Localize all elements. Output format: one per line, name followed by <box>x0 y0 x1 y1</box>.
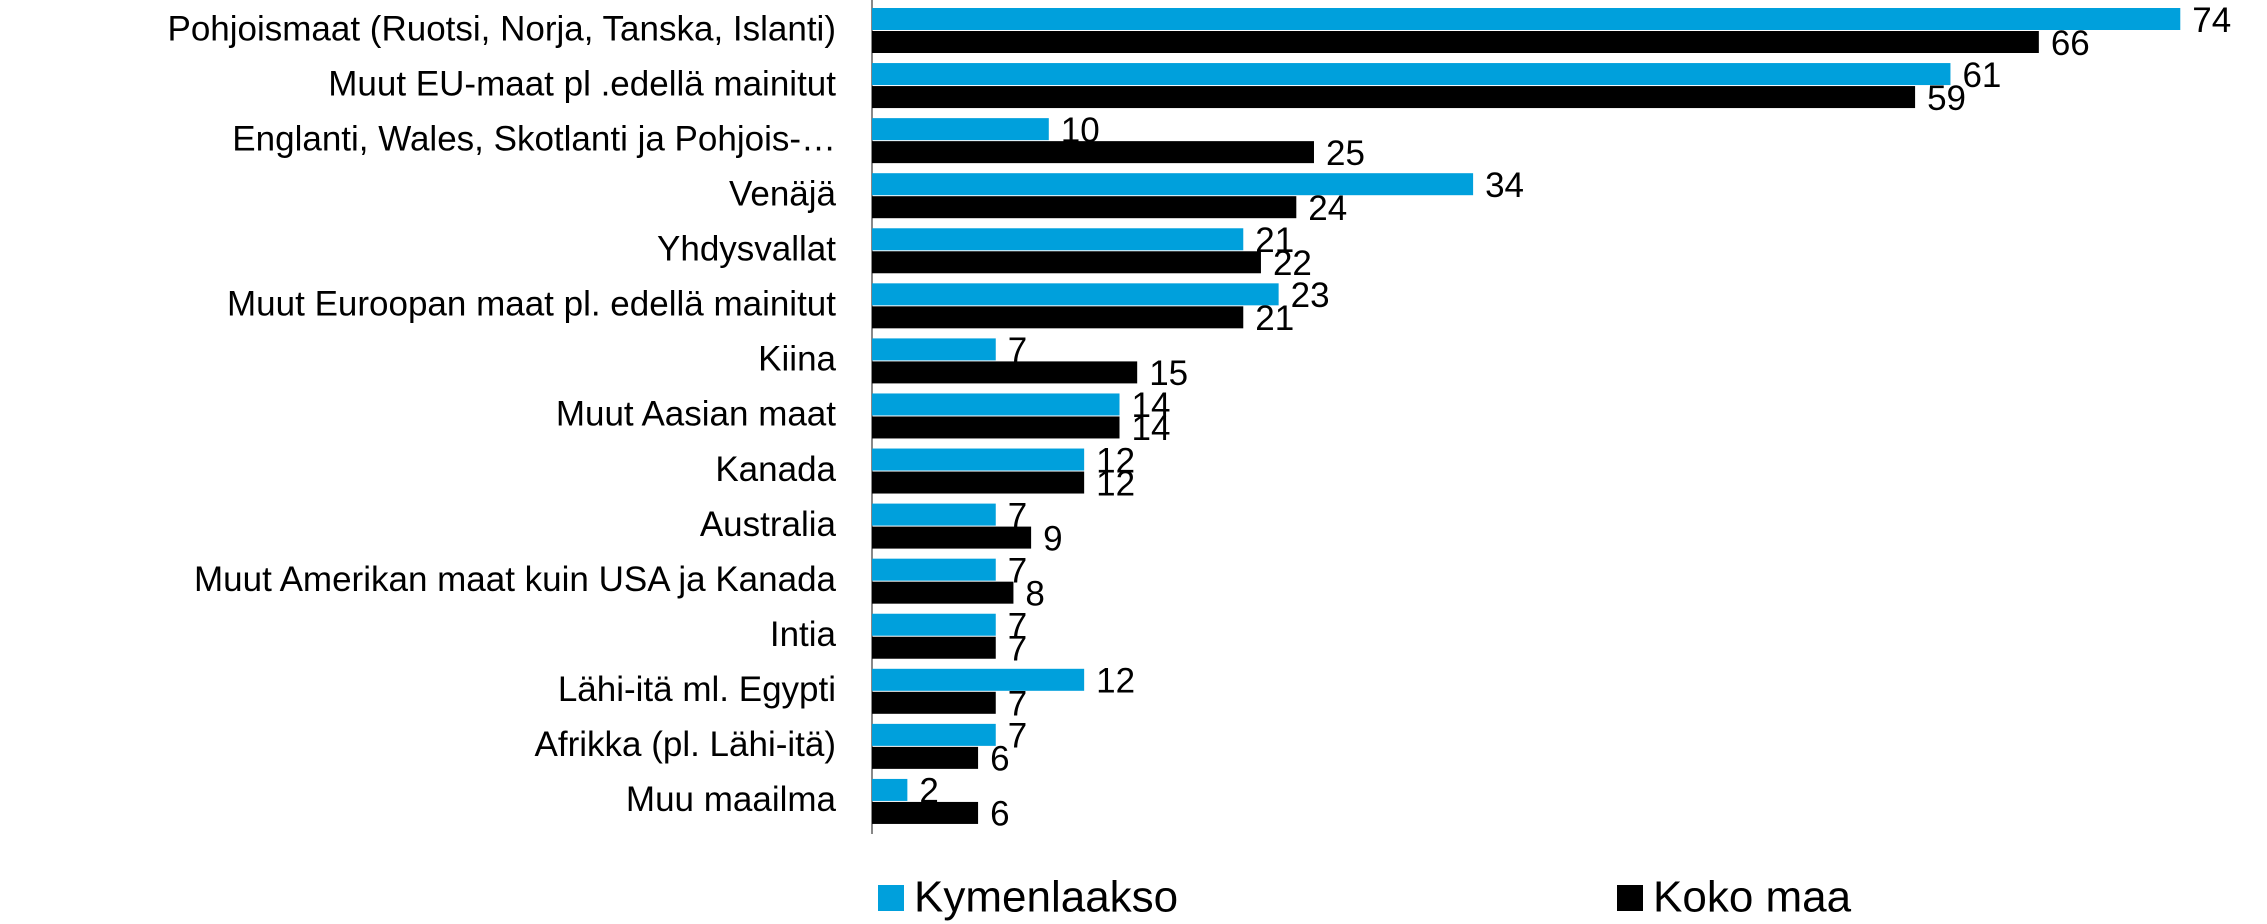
value-label: 21 <box>1255 221 1294 260</box>
legend-swatch <box>1617 885 1643 911</box>
value-label: 7 <box>1008 717 1027 756</box>
bar <box>872 723 996 746</box>
bar <box>872 141 1314 164</box>
bar <box>872 503 996 526</box>
category-label: Venäjä <box>729 174 837 213</box>
value-label: 12 <box>1096 464 1135 503</box>
category-label: Muut EU-maat pl .edellä mainitut <box>328 64 836 103</box>
bar <box>872 361 1138 384</box>
category-label: Yhdysvallat <box>657 230 836 269</box>
value-label: 74 <box>2192 1 2231 40</box>
value-label: 12 <box>1096 662 1135 701</box>
value-label: 14 <box>1132 386 1171 425</box>
category-label: Muut Amerikan maat kuin USA ja Kanada <box>194 560 837 599</box>
value-label: 15 <box>1149 354 1188 393</box>
bar <box>872 471 1085 494</box>
bar <box>872 691 996 714</box>
legend-label: Koko maa <box>1653 873 1852 922</box>
value-label: 7 <box>1008 629 1027 668</box>
bar <box>872 118 1049 141</box>
bar <box>872 746 979 769</box>
value-label: 2 <box>919 772 938 811</box>
value-label: 25 <box>1326 134 1365 173</box>
bar <box>872 393 1120 416</box>
value-label: 22 <box>1273 244 1312 283</box>
category-label: Kiina <box>758 340 836 379</box>
category-label: Afrikka (pl. Lähi-itä) <box>535 725 836 764</box>
value-label: 6 <box>990 795 1009 834</box>
value-label: 66 <box>2051 24 2090 63</box>
value-label: 9 <box>1043 519 1062 558</box>
legend-label: Kymenlaakso <box>914 873 1178 922</box>
bar <box>872 613 996 636</box>
category-label: Australia <box>700 505 837 544</box>
category-label: Muut Aasian maat <box>556 395 836 434</box>
bar <box>872 558 996 581</box>
value-label: 7 <box>1008 551 1027 590</box>
value-label: 34 <box>1485 166 1524 205</box>
bar <box>872 668 1085 691</box>
bar <box>872 173 1474 196</box>
legend-swatch <box>878 885 904 911</box>
bar <box>872 86 1916 109</box>
bar <box>872 63 1951 86</box>
value-label: 12 <box>1096 441 1135 480</box>
value-label: 24 <box>1308 189 1347 228</box>
category-label: Muut Euroopan maat pl. edellä mainitut <box>227 285 836 324</box>
value-label: 59 <box>1927 79 1966 118</box>
bar <box>872 8 2181 30</box>
category-label: Englanti, Wales, Skotlanti ja Pohjois-… <box>232 119 836 158</box>
category-label: Muu maailma <box>626 780 837 819</box>
value-label: 7 <box>1008 331 1027 370</box>
bar <box>872 251 1261 274</box>
value-label: 14 <box>1132 409 1171 448</box>
bar <box>872 196 1297 219</box>
category-label: Intia <box>770 615 837 654</box>
value-label: 23 <box>1291 276 1330 315</box>
value-label: 21 <box>1255 299 1294 338</box>
bar <box>872 581 1014 604</box>
bar <box>872 283 1279 306</box>
bar <box>872 31 2039 53</box>
bar <box>872 338 996 361</box>
bar <box>872 306 1244 329</box>
value-label: 61 <box>1962 56 2001 95</box>
bar <box>872 228 1244 251</box>
bar <box>872 416 1120 439</box>
value-label: 7 <box>1008 606 1027 645</box>
bar <box>872 526 1032 549</box>
category-label: Pohjoismaat (Ruotsi, Norja, Tanska, Isla… <box>167 9 836 48</box>
bar <box>872 801 979 824</box>
bar <box>872 636 996 659</box>
category-label: Kanada <box>715 450 836 489</box>
value-label: 7 <box>1008 496 1027 535</box>
bar <box>872 778 908 801</box>
value-label: 6 <box>990 740 1009 779</box>
category-label: Lähi-itä ml. Egypti <box>558 670 836 709</box>
value-label: 7 <box>1008 685 1027 724</box>
bar <box>872 448 1085 471</box>
value-label: 8 <box>1025 574 1044 613</box>
